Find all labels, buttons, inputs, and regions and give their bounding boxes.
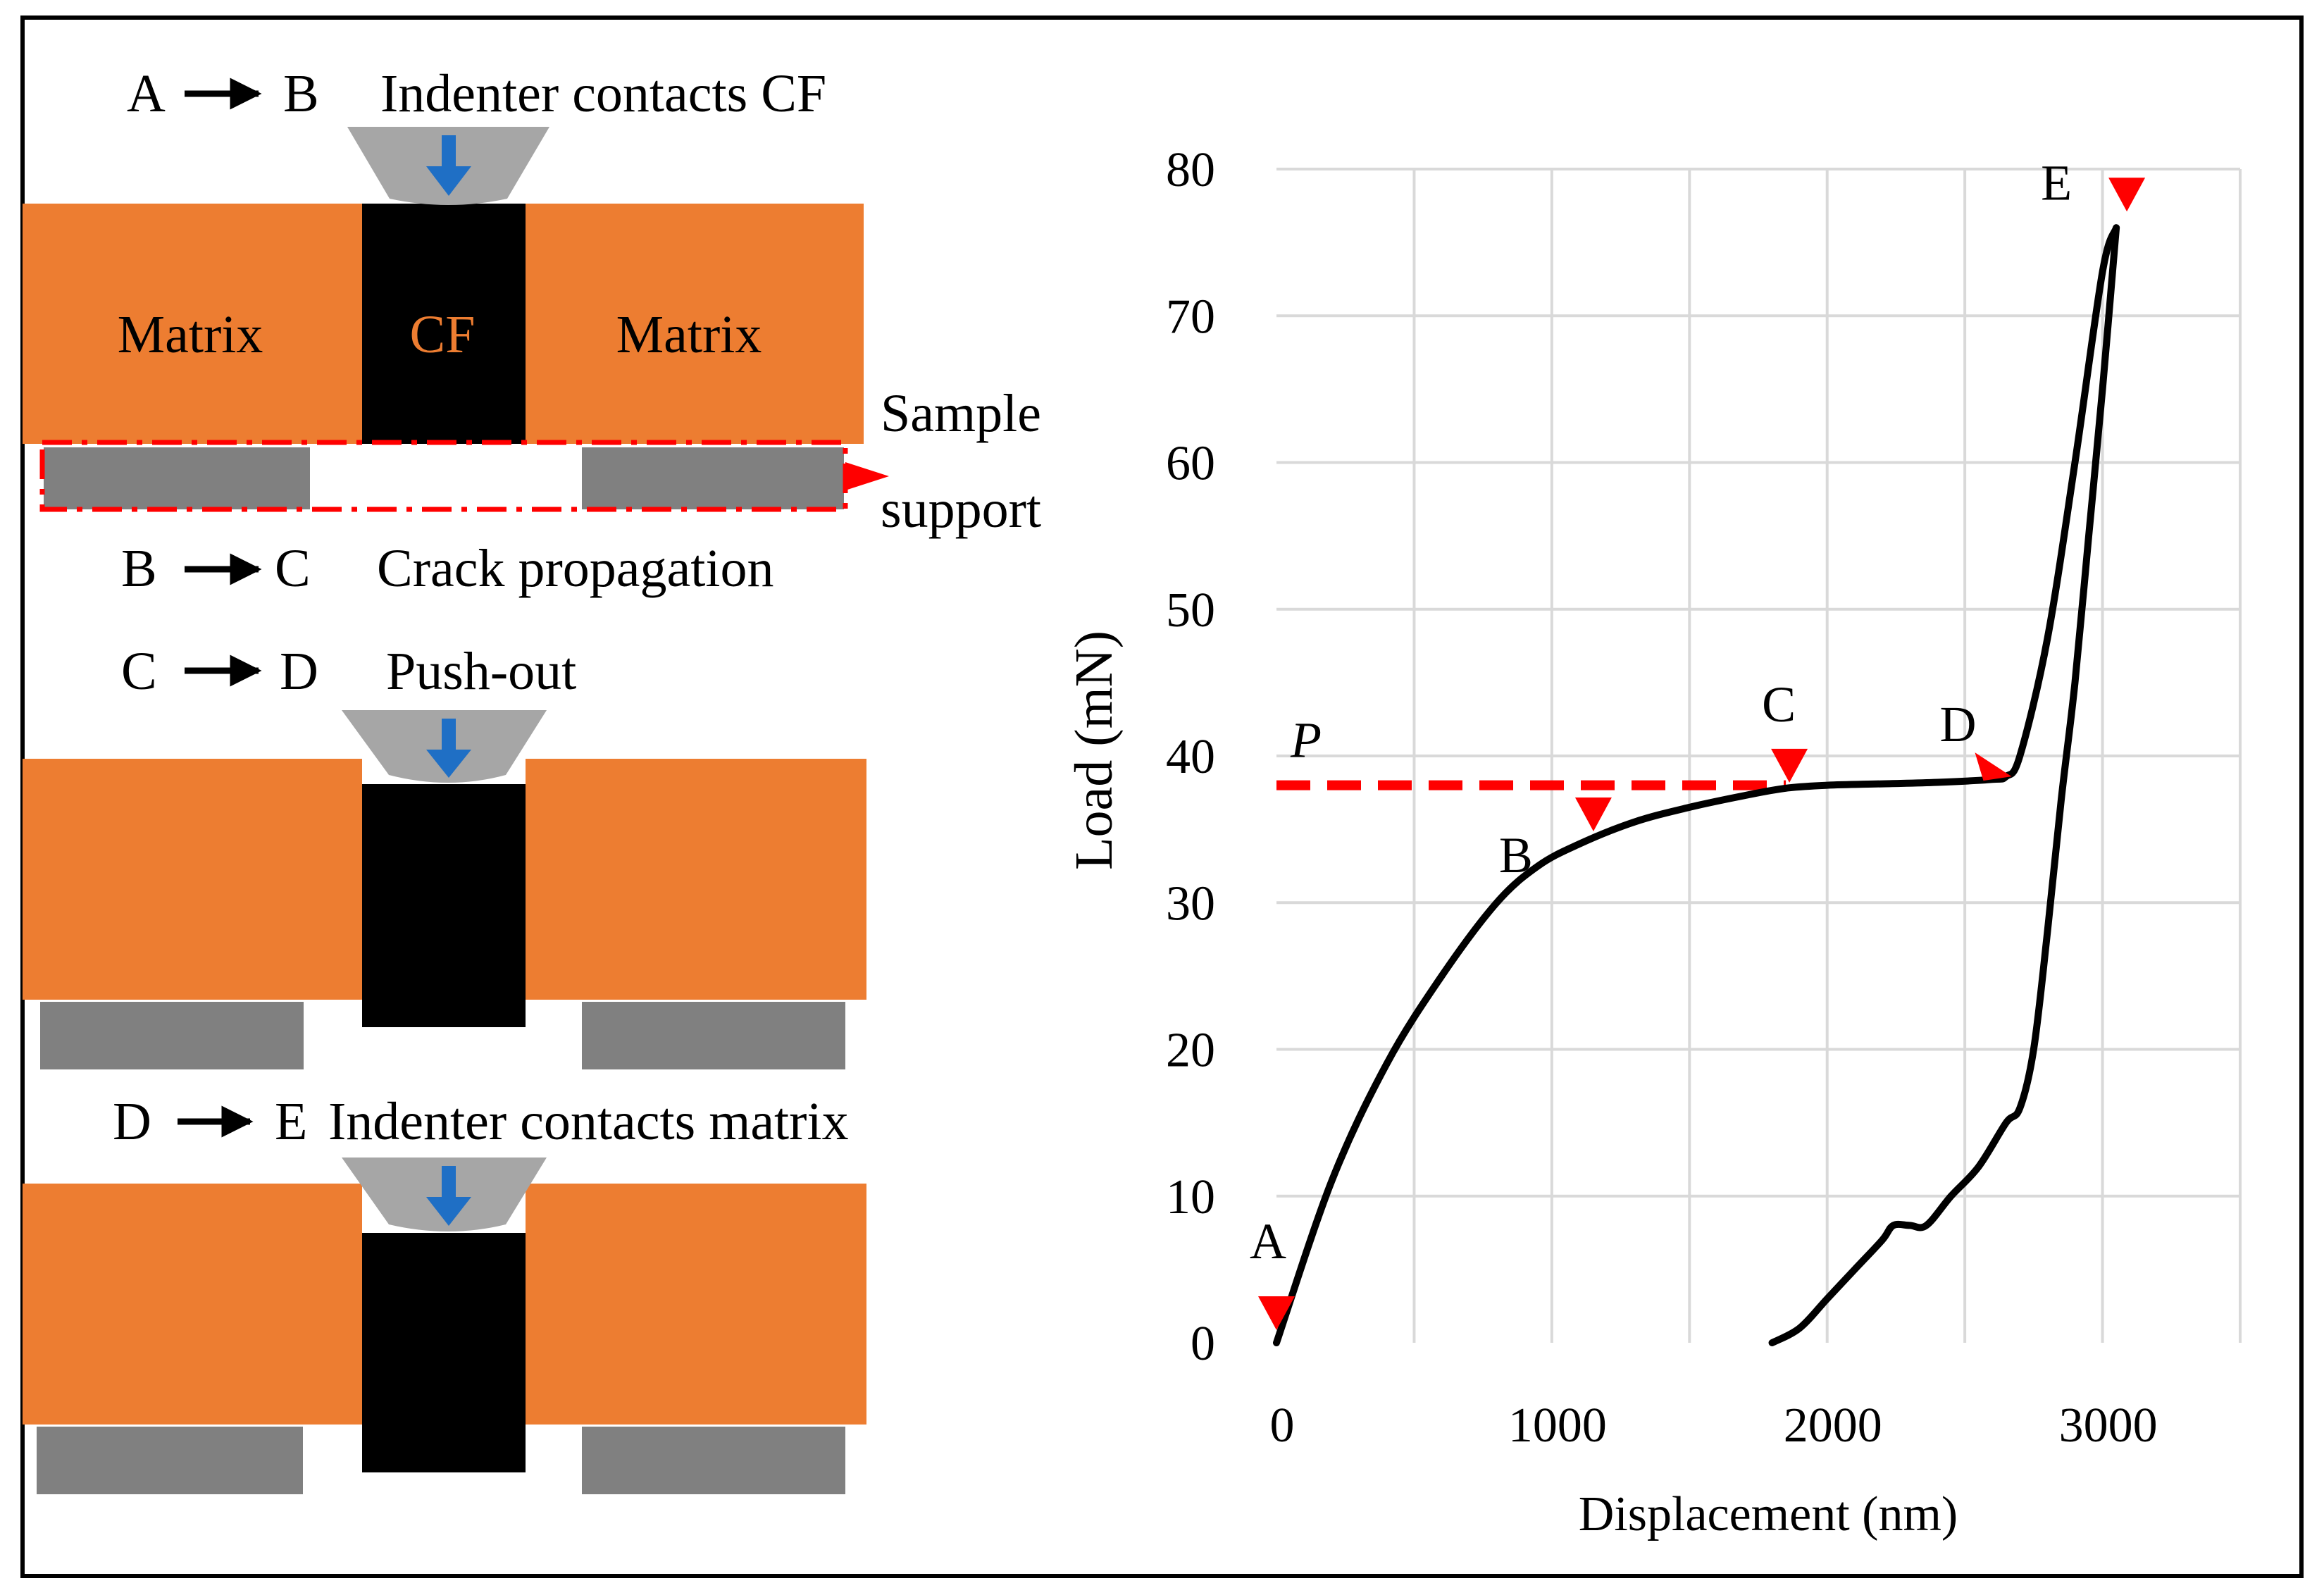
support-left-2 xyxy=(40,1002,304,1069)
point-marker-b xyxy=(1574,797,1612,831)
point-marker-d xyxy=(1975,752,2012,781)
y-tick-label: 20 xyxy=(1166,1024,1215,1078)
stage2-from-label: B xyxy=(121,539,157,598)
point-marker-e xyxy=(2108,178,2146,212)
load-displacement-chart: P A B C D E 0 1000 2000 3000 0 10 20 30 40 50 60 70 80 L… xyxy=(1064,143,2242,1541)
matrix-block-right-2 xyxy=(526,759,866,1000)
stage4-description: Indenter contacts matrix xyxy=(328,1092,849,1151)
support-right-1 xyxy=(582,447,844,509)
down-arrow-icon xyxy=(426,135,471,196)
y-tick-label: 50 xyxy=(1166,583,1215,638)
point-marker-c xyxy=(1771,748,1808,783)
schematic-panel: A B Indenter contacts CF Matrix CF Matri… xyxy=(23,64,1041,1494)
point-label-a: A xyxy=(1250,1213,1286,1270)
point-label-c: C xyxy=(1762,676,1796,733)
support-right-2 xyxy=(582,1002,845,1069)
down-arrow-icon xyxy=(426,1166,471,1226)
stage2-description: Crack propagation xyxy=(377,539,773,598)
support-left-1 xyxy=(44,447,310,509)
stage4-from-label: D xyxy=(113,1092,151,1151)
point-label-d: D xyxy=(1939,696,1976,752)
stage1-to-label: B xyxy=(283,64,319,123)
matrix-block-left-2 xyxy=(23,759,362,1000)
loading-curve xyxy=(1273,224,2120,1346)
stage3-to-label: D xyxy=(280,642,318,701)
y-tick-label: 40 xyxy=(1166,730,1215,784)
matrix-label-right: Matrix xyxy=(616,305,762,364)
matrix-block-left-3 xyxy=(23,1184,362,1425)
point-marker-a xyxy=(1258,1296,1295,1330)
y-tick-label: 10 xyxy=(1166,1170,1215,1224)
stage4-to-label: E xyxy=(275,1092,307,1151)
y-tick-label: 60 xyxy=(1166,437,1215,491)
x-tick-label: 1000 xyxy=(1508,1398,1607,1453)
stage1-description: Indenter contacts CF xyxy=(380,64,826,123)
unloading-curve xyxy=(1768,224,2120,1346)
fiber-label: CF xyxy=(410,305,476,364)
y-tick-label: 70 xyxy=(1166,290,1215,344)
matrix-block-right-3 xyxy=(526,1184,866,1425)
support-pointer-arrow xyxy=(845,462,889,490)
stage1-from-label: A xyxy=(127,64,166,123)
matrix-block-right-1 xyxy=(526,204,864,444)
support-label-line1: Sample xyxy=(881,384,1041,443)
y-tick-label: 80 xyxy=(1166,143,1215,197)
support-left-3 xyxy=(37,1427,303,1494)
x-tick-label: 0 xyxy=(1270,1398,1295,1453)
matrix-label-left: Matrix xyxy=(118,305,263,364)
x-axis-label: Displacement (nm) xyxy=(1579,1487,1958,1541)
grid xyxy=(1276,168,2242,1343)
point-label-e: E xyxy=(2041,154,2072,211)
carbon-fiber-2 xyxy=(362,784,526,1027)
carbon-fiber-1 xyxy=(362,204,526,444)
support-label-line2: support xyxy=(881,480,1041,539)
support-right-3 xyxy=(582,1427,845,1494)
carbon-fiber-3 xyxy=(362,1233,526,1472)
stage3-description: Push-out xyxy=(386,642,576,701)
stage3-from-label: C xyxy=(121,642,157,701)
threshold-load-label: P xyxy=(1290,712,1322,769)
point-label-b: B xyxy=(1499,827,1533,883)
y-tick-label: 0 xyxy=(1191,1317,1215,1371)
y-tick-label: 30 xyxy=(1166,876,1215,931)
down-arrow-icon xyxy=(426,719,471,778)
stage2-to-label: C xyxy=(275,539,311,598)
x-tick-label: 3000 xyxy=(2059,1398,2158,1453)
matrix-block-left-1 xyxy=(23,204,362,444)
x-tick-label: 2000 xyxy=(1784,1398,1882,1453)
y-axis-label: Load (mN) xyxy=(1064,631,1124,870)
